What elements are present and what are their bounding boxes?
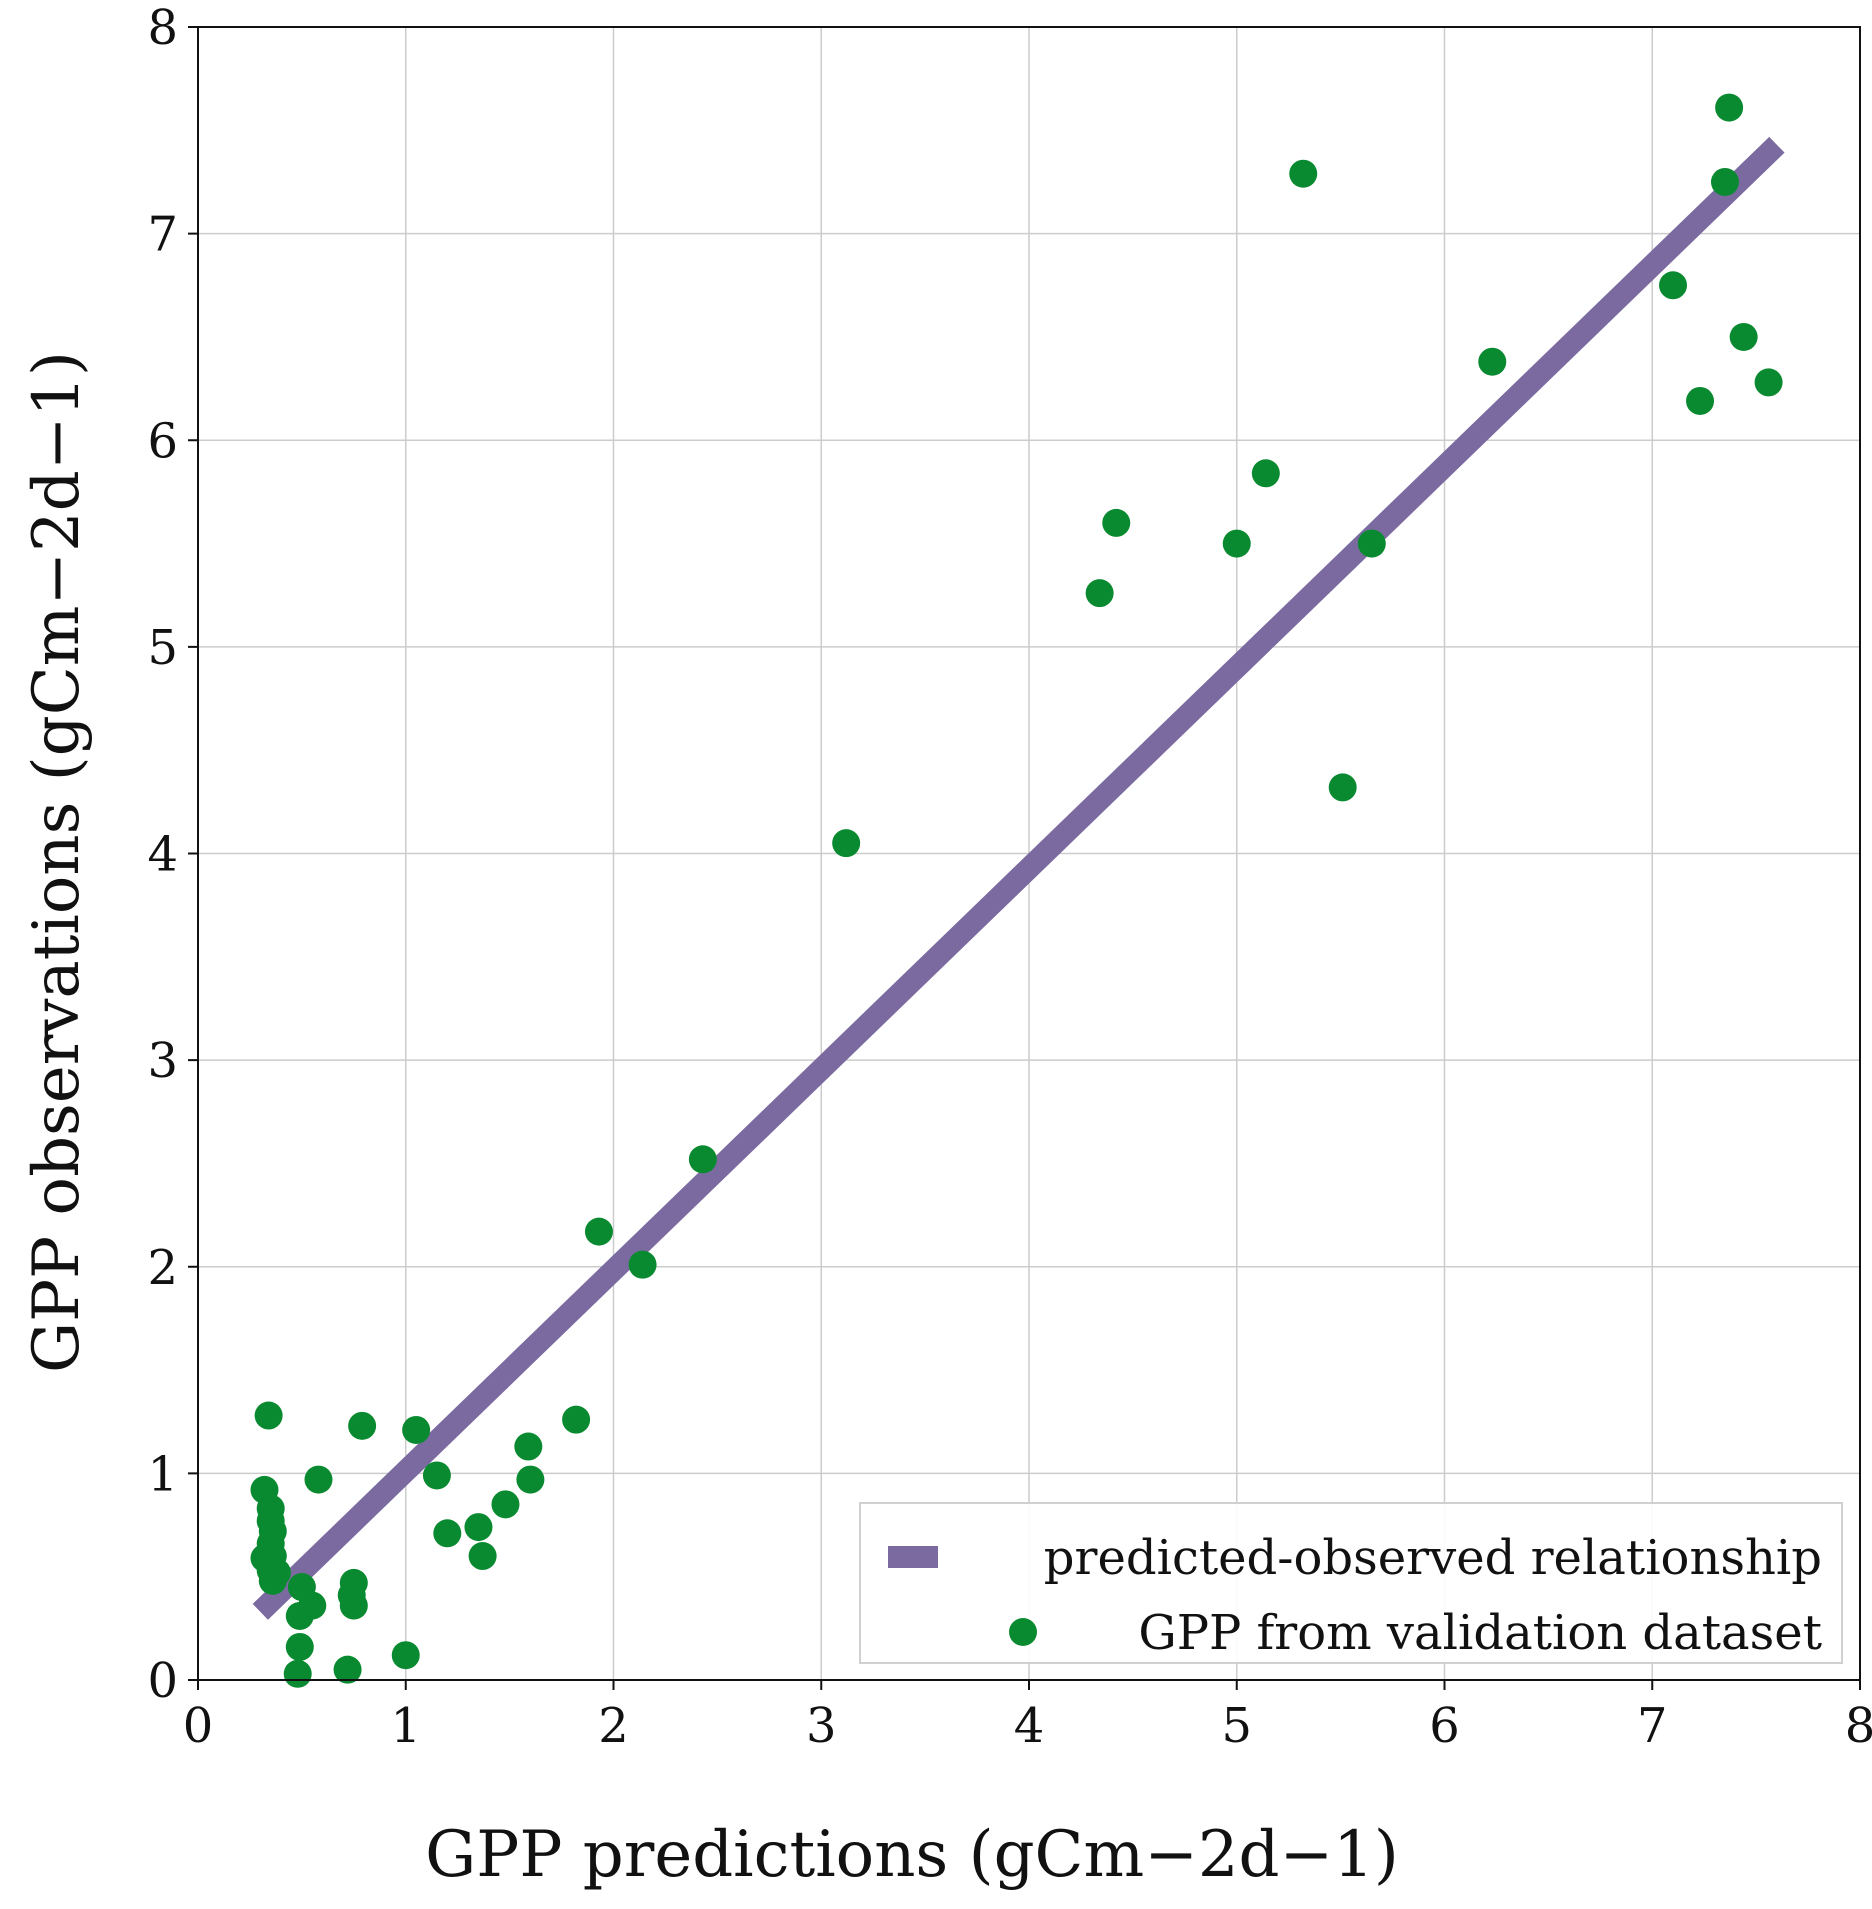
x-axis-title: GPP predictions (gCm−2d−1) (425, 1818, 1399, 1892)
x-tick-label: 3 (806, 1698, 837, 1754)
y-tick-label: 7 (147, 207, 178, 263)
y-tick-label: 1 (147, 1446, 178, 1502)
data-point (1328, 773, 1357, 802)
x-tick-label: 8 (1845, 1698, 1872, 1754)
data-point (1659, 271, 1688, 300)
data-point (1686, 386, 1715, 415)
y-tick-label: 5 (147, 620, 178, 676)
y-tick-label: 6 (147, 413, 178, 469)
y-tick-label: 3 (147, 1033, 178, 1089)
regression-line-group (252, 136, 1785, 1620)
legend-label-validation: GPP from validation dataset (1138, 1605, 1822, 1661)
data-point (348, 1411, 377, 1440)
data-point (1102, 508, 1131, 537)
data-point (1357, 529, 1386, 558)
data-point (254, 1401, 283, 1430)
data-point (584, 1217, 613, 1246)
data-point (832, 829, 861, 858)
data-point (283, 1659, 312, 1688)
data-point (516, 1465, 545, 1494)
legend: predicted-observed relationship GPP from… (859, 1502, 1843, 1664)
y-axis-ticks: 0 1 2 3 4 5 6 7 8 (147, 0, 198, 1709)
data-point (285, 1632, 314, 1661)
x-tick-label: 0 (183, 1698, 214, 1754)
x-axis-ticks: 0 1 2 3 4 5 6 7 8 (183, 1680, 1872, 1754)
y-tick-label: 8 (147, 0, 178, 56)
data-point (464, 1513, 493, 1542)
data-point (1710, 167, 1739, 196)
data-point (1715, 93, 1744, 122)
data-point (1251, 459, 1280, 488)
x-tick-label: 2 (598, 1698, 629, 1754)
y-tick-label: 0 (147, 1653, 178, 1709)
data-point (391, 1641, 420, 1670)
legend-point-swatch (1009, 1618, 1037, 1646)
data-point (1478, 347, 1507, 376)
data-point (491, 1490, 520, 1519)
data-point (514, 1432, 543, 1461)
data-point (468, 1542, 497, 1571)
data-point (339, 1591, 368, 1620)
data-point (1289, 159, 1318, 188)
x-tick-label: 4 (1014, 1698, 1045, 1754)
data-point (433, 1519, 462, 1548)
data-point (258, 1566, 287, 1595)
y-tick-label: 4 (147, 827, 178, 883)
x-tick-label: 5 (1221, 1698, 1252, 1754)
data-point (688, 1145, 717, 1174)
data-points-group (250, 93, 1783, 1688)
data-point (402, 1415, 431, 1444)
data-point (333, 1655, 362, 1684)
data-point (1085, 579, 1114, 608)
x-tick-label: 7 (1637, 1698, 1668, 1754)
legend-label-relationship: predicted-observed relationship (1044, 1530, 1822, 1586)
data-point (304, 1465, 333, 1494)
data-point (422, 1461, 451, 1490)
data-point (285, 1601, 314, 1630)
x-tick-label: 1 (390, 1698, 421, 1754)
data-point (1754, 368, 1783, 397)
x-tick-label: 6 (1429, 1698, 1460, 1754)
data-point (1222, 529, 1251, 558)
data-point (628, 1250, 657, 1279)
y-tick-label: 2 (147, 1240, 178, 1296)
regression-line (252, 136, 1785, 1620)
data-point (562, 1405, 591, 1434)
data-point (1729, 322, 1758, 351)
y-axis-title: GPP observations (gCm−2d−1) (20, 351, 94, 1373)
